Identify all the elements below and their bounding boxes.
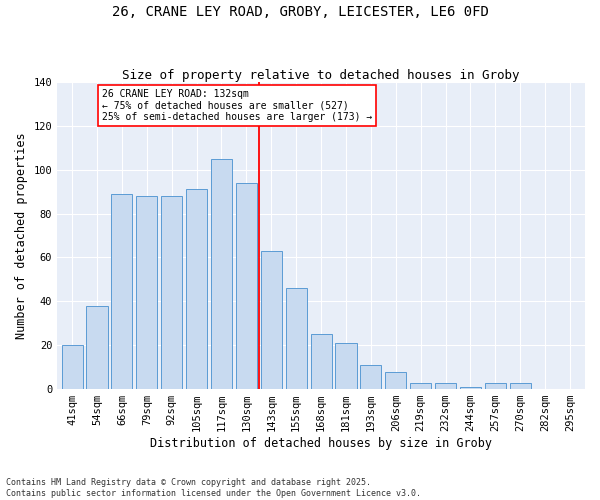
Bar <box>410 382 431 389</box>
Text: 26, CRANE LEY ROAD, GROBY, LEICESTER, LE6 0FD: 26, CRANE LEY ROAD, GROBY, LEICESTER, LE… <box>112 5 488 19</box>
Title: Size of property relative to detached houses in Groby: Size of property relative to detached ho… <box>122 69 520 82</box>
Bar <box>435 382 456 389</box>
Bar <box>485 382 506 389</box>
Bar <box>286 288 307 389</box>
Bar <box>335 343 356 389</box>
Bar <box>186 190 207 389</box>
Bar <box>385 372 406 389</box>
Bar <box>311 334 332 389</box>
Bar <box>112 194 133 389</box>
Bar <box>211 159 232 389</box>
Bar <box>62 345 83 389</box>
Y-axis label: Number of detached properties: Number of detached properties <box>15 132 28 339</box>
Bar <box>161 196 182 389</box>
Bar <box>86 306 107 389</box>
Text: 26 CRANE LEY ROAD: 132sqm
← 75% of detached houses are smaller (527)
25% of semi: 26 CRANE LEY ROAD: 132sqm ← 75% of detac… <box>102 88 372 122</box>
Bar <box>360 365 382 389</box>
Bar <box>509 382 531 389</box>
Bar <box>460 387 481 389</box>
Bar <box>236 183 257 389</box>
Text: Contains HM Land Registry data © Crown copyright and database right 2025.
Contai: Contains HM Land Registry data © Crown c… <box>6 478 421 498</box>
Bar <box>136 196 157 389</box>
X-axis label: Distribution of detached houses by size in Groby: Distribution of detached houses by size … <box>150 437 492 450</box>
Bar <box>261 251 282 389</box>
